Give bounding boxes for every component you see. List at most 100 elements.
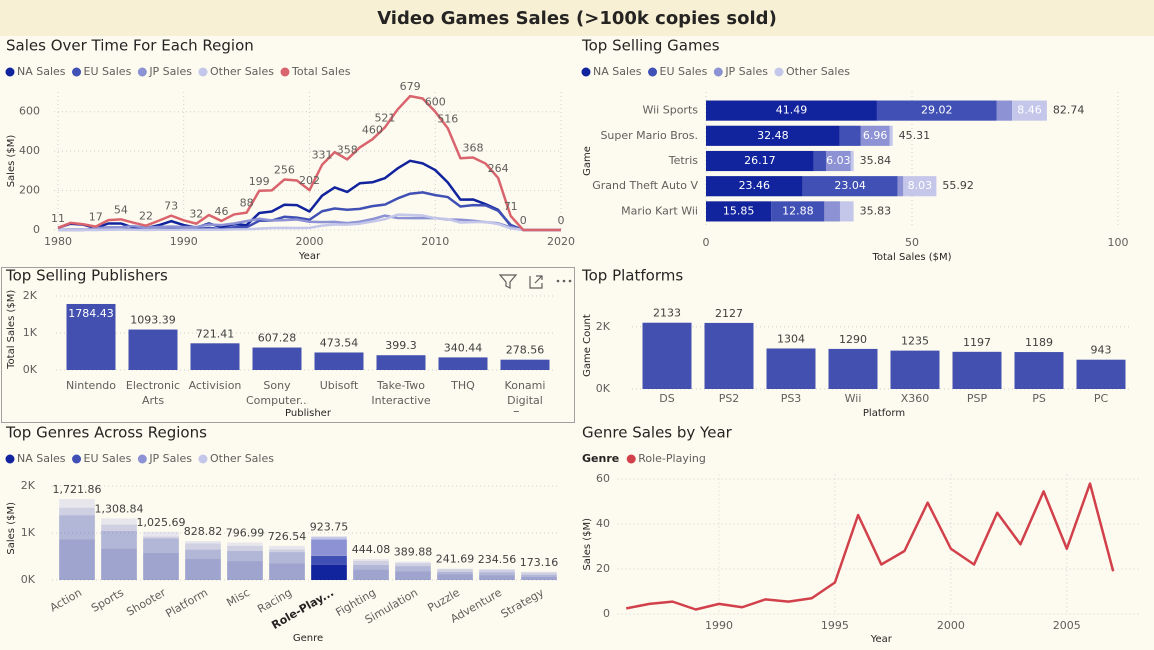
- x-tick-label-box: Activision: [189, 379, 242, 392]
- data-label: 1290: [839, 333, 867, 346]
- x-tick-label: PC: [1094, 392, 1109, 405]
- legend-marker: [5, 454, 15, 464]
- x-tick-label: 0: [703, 236, 710, 249]
- bar-segment: [227, 542, 263, 547]
- data-label: 22: [139, 210, 153, 223]
- bar-segment: [59, 539, 95, 580]
- data-label: 460: [362, 123, 383, 136]
- data-label: 23.46: [739, 179, 771, 192]
- data-label: 46: [214, 205, 228, 218]
- bar-segment: [101, 530, 137, 549]
- selection-border: [1, 267, 575, 423]
- data-label: 264: [488, 162, 509, 175]
- y-axis-title: Game Count: [582, 314, 593, 377]
- bar-segment: [143, 538, 179, 553]
- data-label: 0: [558, 214, 565, 227]
- bar-segment: [59, 507, 95, 516]
- legend-label: NA Sales: [17, 452, 66, 465]
- page-title: Video Games Sales (>100k copies sold): [377, 8, 777, 29]
- bar-segment: [269, 563, 305, 580]
- x-tick-label: Wii: [845, 392, 862, 405]
- chart-title: Top Platforms: [581, 267, 683, 285]
- bar-segment: [839, 125, 861, 146]
- bar-segment: [860, 125, 890, 146]
- data-label: 54: [114, 203, 128, 216]
- x-axis-title: Platform: [863, 408, 905, 419]
- x-tick-label: 2000: [296, 235, 324, 248]
- data-label: 1304: [777, 332, 805, 345]
- x-tick-label: Nintendo: [65, 379, 117, 392]
- bar-segment: [706, 125, 840, 146]
- focus-icon[interactable]: [529, 275, 543, 289]
- total-label: 241.69: [436, 553, 475, 566]
- total-label: 923.75: [310, 521, 349, 534]
- bar-segment: [59, 515, 95, 540]
- data-label: 8.46: [1017, 104, 1042, 117]
- bar-segment: [101, 524, 137, 531]
- bar: [376, 355, 426, 370]
- data-label: 1235: [901, 335, 929, 348]
- y-tick-label: 40: [596, 517, 610, 530]
- bar-segment: [897, 176, 904, 197]
- bar-segment: [813, 150, 826, 172]
- y-tick-label: Mario Kart Wii: [621, 204, 698, 217]
- x-tick-label: PS3: [781, 392, 802, 405]
- legend-label: NA Sales: [17, 65, 66, 78]
- bar: [190, 343, 240, 370]
- bar-segment: [437, 568, 473, 570]
- bar-segment: [227, 561, 263, 580]
- bar: [252, 347, 302, 370]
- bar-segment: [996, 100, 1013, 121]
- bar-segment: [479, 575, 515, 580]
- y-tick-label: 0K: [21, 573, 36, 586]
- data-label: 358: [337, 143, 358, 156]
- series-line: [57, 94, 561, 232]
- legend-label: Role-Playing: [638, 452, 706, 465]
- bar: [890, 350, 940, 389]
- data-label: 73: [164, 200, 178, 213]
- bar-segment: [479, 569, 515, 573]
- data-label: 0: [520, 214, 527, 227]
- legend-marker: [72, 67, 82, 77]
- total-label: 1,721.86: [53, 483, 102, 496]
- bar-segment: [479, 572, 515, 576]
- x-tick-label: DS: [659, 392, 674, 405]
- bar-segment: [825, 150, 851, 172]
- total-label: 55.92: [942, 179, 974, 192]
- data-label: 473.54: [320, 336, 359, 349]
- y-axis-title: Game: [582, 146, 593, 176]
- data-label: 32.48: [757, 129, 789, 142]
- total-label: 35.83: [860, 204, 892, 217]
- bar-segment: [185, 559, 221, 580]
- x-tick-label-box: Electronic Arts: [126, 379, 180, 407]
- legend-label: Other Sales: [210, 65, 274, 78]
- bar-segment: [521, 574, 557, 577]
- x-tick-label: X360: [901, 392, 930, 405]
- x-tick-label: Ubisoft: [319, 379, 359, 392]
- data-label: 1093.39: [130, 314, 176, 327]
- y-tick-label: 1K: [21, 526, 36, 539]
- x-tick-label: Sony Computer...: [246, 379, 308, 407]
- legend-marker: [72, 454, 82, 464]
- bar-segment: [353, 559, 389, 561]
- total-label: 828.82: [184, 525, 223, 538]
- legend-marker: [774, 67, 784, 77]
- bar: [766, 348, 816, 389]
- bar-segment: [850, 150, 854, 172]
- bar: [128, 329, 178, 370]
- y-tick-label: 2K: [21, 479, 36, 492]
- y-tick-label: Super Mario Bros.: [600, 129, 698, 142]
- x-tick-label-box: Take-Two Interactive: [371, 379, 430, 407]
- bar-segment: [311, 564, 347, 580]
- legend-title: Genre: [582, 452, 619, 465]
- bar-segment: [1012, 100, 1047, 121]
- total-label: 1,025.69: [137, 516, 186, 529]
- data-label: 199: [249, 175, 270, 188]
- more-options-icon[interactable]: [556, 279, 572, 283]
- bar-segment: [227, 546, 263, 552]
- filter-icon[interactable]: [498, 274, 518, 289]
- data-label: 607.28: [258, 332, 297, 345]
- bar: [952, 351, 1002, 389]
- y-tick-label: 1K: [23, 326, 38, 339]
